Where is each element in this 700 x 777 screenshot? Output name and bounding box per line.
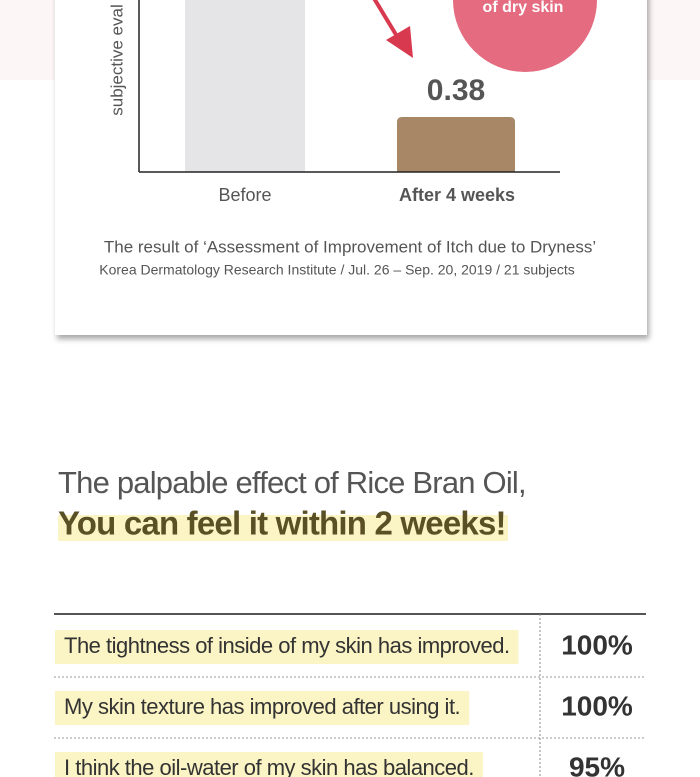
badge-text: of dry skin (483, 0, 564, 16)
before-bar (185, 0, 305, 172)
heading-line: The palpable effect of Rice Bran Oil, (58, 465, 526, 500)
badge-circle (453, 0, 597, 72)
heading-line: You can feel it within 2 weeks! (58, 505, 506, 542)
row-percent: 95% (569, 751, 625, 777)
y-axis-label: subjective eval (107, 4, 126, 116)
row-statement: The tightness of inside of my skin has i… (64, 633, 510, 658)
category-label: After 4 weeks (399, 185, 515, 205)
arrow-head (386, 26, 413, 58)
source: Korea Dermatology Research Institute / J… (99, 262, 575, 278)
table-rows: The tightness of inside of my skin has i… (55, 629, 633, 777)
row-statement: My skin texture has improved after using… (64, 694, 460, 719)
after-bar (397, 117, 515, 172)
row-percent: 100% (561, 629, 633, 660)
row-statement: I think the oil-water of my skin has bal… (64, 755, 474, 777)
arrow-shaft (372, 0, 400, 40)
row-highlight (55, 630, 519, 664)
highlight (58, 515, 508, 541)
category-label: Before (218, 185, 271, 205)
value-label: 0.38 (427, 74, 485, 107)
caption: The result of ‘Assessment of Improvement… (104, 237, 596, 256)
row-highlight (55, 691, 470, 725)
row-highlight (55, 752, 483, 777)
row-percent: 100% (561, 690, 633, 721)
